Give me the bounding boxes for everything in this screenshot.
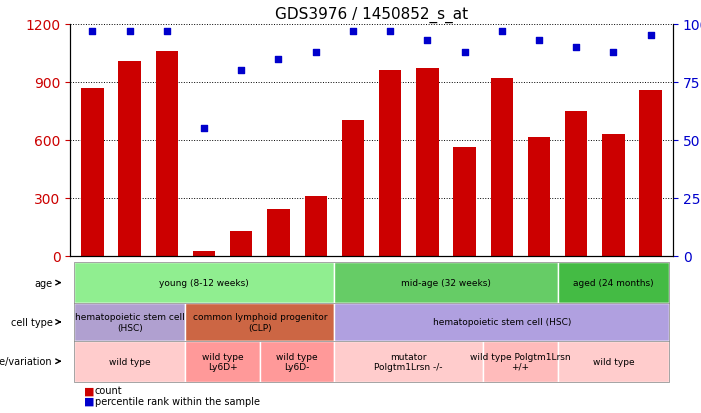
Bar (156, 52, 178, 256)
Bar (193, 251, 215, 256)
Point (310, 49, 321, 56)
Text: young (8-12 weeks): young (8-12 weeks) (159, 278, 249, 287)
Text: ■: ■ (84, 385, 95, 395)
Point (236, 68, 247, 74)
Bar (230, 231, 252, 256)
Text: wild type
Ly6D+: wild type Ly6D+ (202, 352, 243, 371)
Text: wild type Polgtm1Lrsn
+/+: wild type Polgtm1Lrsn +/+ (470, 352, 571, 371)
Bar (118, 62, 141, 256)
Point (87, 28, 98, 35)
Text: common lymphoid progenitor
(CLP): common lymphoid progenitor (CLP) (193, 313, 327, 332)
Bar (602, 135, 625, 256)
Text: mid-age (32 weeks): mid-age (32 weeks) (401, 278, 491, 287)
Bar (379, 71, 401, 256)
Point (496, 28, 508, 35)
Point (273, 56, 284, 63)
Point (161, 28, 172, 35)
Point (422, 38, 433, 44)
Bar (81, 88, 104, 256)
Text: age: age (34, 278, 53, 288)
Bar (565, 112, 587, 256)
Point (124, 28, 135, 35)
Bar (639, 90, 662, 256)
Text: wild type: wild type (109, 357, 151, 366)
Text: wild type: wild type (592, 357, 634, 366)
Bar (491, 79, 513, 256)
Text: hematopoietic stem cell (HSC): hematopoietic stem cell (HSC) (433, 318, 571, 327)
Bar (267, 210, 290, 256)
Title: GDS3976 / 1450852_s_at: GDS3976 / 1450852_s_at (275, 7, 468, 24)
Bar (416, 69, 439, 256)
Text: percentile rank within the sample: percentile rank within the sample (95, 396, 259, 406)
Text: cell type: cell type (11, 317, 53, 327)
Bar (342, 121, 364, 256)
Point (608, 49, 619, 56)
Text: hematopoietic stem cell
(HSC): hematopoietic stem cell (HSC) (75, 313, 184, 332)
Bar (304, 196, 327, 256)
Point (571, 45, 582, 51)
Text: aged (24 months): aged (24 months) (573, 278, 654, 287)
Point (645, 33, 656, 40)
Text: ■: ■ (84, 396, 95, 406)
Text: mutator
Polgtm1Lrsn -/-: mutator Polgtm1Lrsn -/- (374, 352, 443, 371)
Point (198, 126, 210, 132)
Point (459, 49, 470, 56)
Text: genotype/variation: genotype/variation (0, 356, 53, 366)
Text: count: count (95, 385, 122, 395)
Point (385, 28, 396, 35)
Point (347, 28, 358, 35)
Point (533, 38, 545, 44)
Bar (454, 147, 476, 256)
Text: wild type
Ly6D-: wild type Ly6D- (276, 352, 318, 371)
Bar (528, 138, 550, 256)
